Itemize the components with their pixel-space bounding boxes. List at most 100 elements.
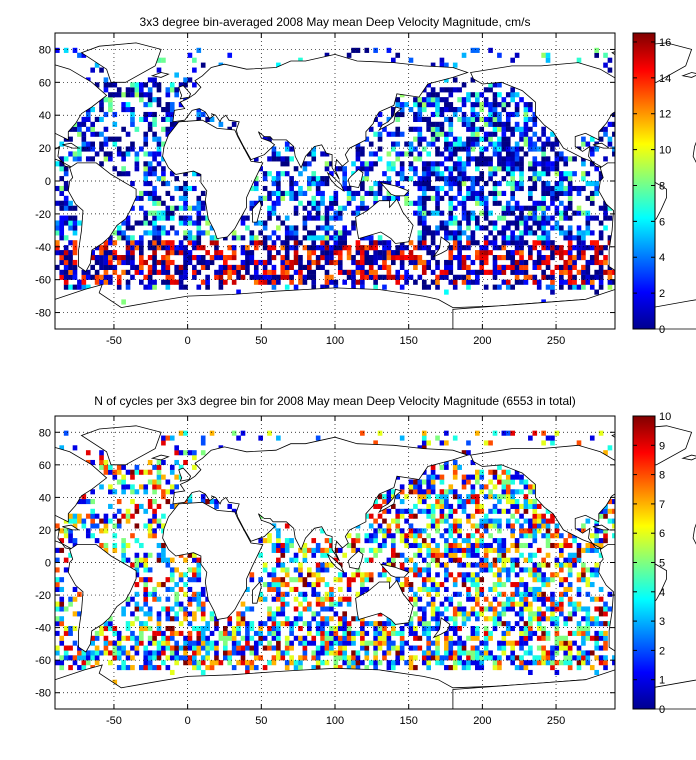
- data-cell: [421, 567, 427, 573]
- data-cell: [169, 171, 175, 177]
- data-cell: [532, 245, 538, 251]
- data-cell: [426, 195, 431, 201]
- data-cell: [541, 440, 546, 446]
- y-tick-label: -80: [35, 688, 51, 700]
- data-cell: [452, 557, 458, 563]
- data-cell: [523, 484, 529, 490]
- data-cell: [545, 538, 551, 544]
- data-cell: [444, 503, 449, 509]
- data-cell: [72, 205, 78, 211]
- coastline: [379, 181, 410, 197]
- data-cell: [143, 586, 149, 592]
- data-cell: [470, 136, 476, 142]
- data-cell: [545, 596, 551, 602]
- data-cell: [532, 264, 538, 270]
- data-cell: [324, 220, 330, 226]
- data-cell: [466, 235, 471, 241]
- data-cell: [408, 645, 414, 651]
- data-cell: [143, 621, 149, 627]
- data-cell: [461, 205, 467, 211]
- data-cell: [307, 215, 312, 221]
- data-cell: [457, 250, 462, 256]
- data-cell: [417, 111, 423, 118]
- data-cell: [116, 640, 122, 646]
- data-cell: [554, 430, 560, 436]
- data-cell: [510, 474, 515, 480]
- data-cell: [112, 240, 118, 246]
- data-cell: [249, 235, 255, 241]
- data-cell: [293, 660, 299, 666]
- data-cell: [346, 250, 352, 256]
- data-cell: [426, 640, 431, 646]
- data-cell: [240, 611, 246, 617]
- data-cell: [77, 513, 82, 519]
- data-cell: [444, 538, 449, 544]
- data-cell: [532, 616, 538, 622]
- data-cell: [532, 499, 538, 505]
- data-cell: [386, 264, 392, 270]
- data-cell: [94, 151, 100, 157]
- data-cell: [444, 107, 449, 113]
- data-cell: [559, 606, 564, 612]
- data-cell: [497, 538, 502, 544]
- data-cell: [572, 274, 577, 280]
- data-cell: [519, 630, 524, 636]
- data-cell: [284, 665, 290, 671]
- data-cell: [271, 274, 277, 280]
- data-cell: [488, 533, 493, 539]
- data-cell: [404, 274, 409, 280]
- data-cell: [214, 503, 219, 509]
- data-cell: [541, 230, 546, 236]
- data-cell: [130, 630, 135, 636]
- data-cell: [532, 484, 538, 490]
- data-cell: [532, 562, 538, 568]
- data-cell: [576, 650, 582, 656]
- data-cell: [475, 625, 480, 632]
- data-cell: [63, 245, 69, 251]
- data-cell: [276, 279, 281, 285]
- data-cell: [143, 611, 149, 617]
- data-cell: [435, 591, 440, 597]
- data-cell: [439, 161, 445, 167]
- data-cell: [576, 625, 582, 632]
- data-cell: [174, 650, 179, 656]
- data-cell: [298, 635, 303, 641]
- data-cell: [395, 102, 401, 108]
- data-cell: [395, 494, 401, 500]
- data-cell: [426, 126, 431, 132]
- data-cell: [94, 259, 100, 266]
- data-cell: [302, 621, 308, 627]
- data-cell: [108, 107, 113, 113]
- data-cell: [196, 259, 202, 266]
- data-cell: [421, 489, 427, 495]
- data-cell: [364, 645, 370, 651]
- data-cell: [302, 650, 308, 656]
- data-cell: [519, 269, 524, 275]
- data-cell: [161, 513, 166, 519]
- data-cell: [324, 166, 330, 172]
- data-cell: [510, 195, 515, 201]
- data-cell: [200, 606, 206, 612]
- data-cell: [567, 562, 573, 568]
- data-cell: [85, 146, 91, 152]
- data-cell: [510, 533, 515, 539]
- data-cell: [360, 259, 365, 266]
- data-cell: [399, 552, 405, 558]
- data-cell: [178, 215, 184, 221]
- data-cell: [501, 479, 507, 485]
- data-cell: [152, 121, 157, 127]
- data-cell: [55, 577, 60, 583]
- data-cell: [528, 567, 533, 573]
- data-cell: [536, 503, 542, 509]
- data-cell: [169, 616, 175, 622]
- data-cell: [408, 582, 414, 588]
- data-cell: [169, 567, 175, 573]
- data-cell: [532, 200, 538, 206]
- data-cell: [333, 630, 339, 636]
- data-cell: [143, 190, 149, 196]
- data-cell: [386, 533, 392, 539]
- data-cell: [143, 230, 149, 236]
- data-cell: [510, 259, 515, 266]
- data-cell: [108, 489, 113, 495]
- data-cell: [116, 255, 122, 261]
